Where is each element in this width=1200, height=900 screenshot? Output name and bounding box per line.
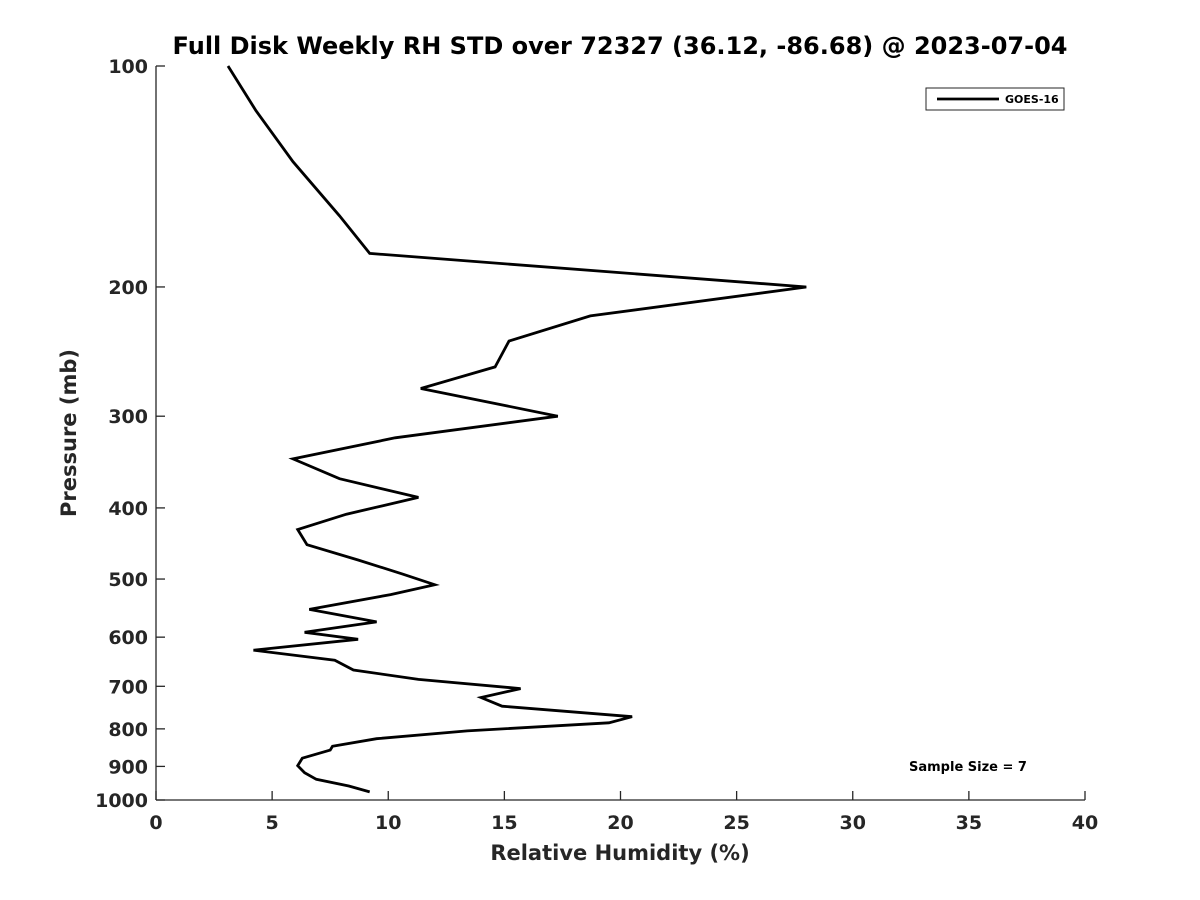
y-tick-label: 400 [108, 498, 148, 520]
y-tick-label: 500 [108, 569, 148, 591]
x-tick-label: 20 [607, 812, 633, 834]
y-tick-label: 800 [108, 719, 148, 741]
chart-title: Full Disk Weekly RH STD over 72327 (36.1… [173, 32, 1068, 60]
x-tick-label: 10 [375, 812, 401, 834]
y-tick-label: 900 [108, 756, 148, 778]
x-axis-ticks: 0 5 10 15 20 25 30 35 40 [149, 791, 1098, 834]
legend: GOES-16 [925, 87, 1065, 111]
series-line-goes16 [226, 65, 807, 794]
x-tick-label: 40 [1072, 812, 1098, 834]
x-tick-label: 35 [956, 812, 982, 834]
y-tick-label: 200 [108, 277, 148, 299]
y-tick-label: 300 [108, 406, 148, 428]
x-tick-label: 30 [840, 812, 866, 834]
x-tick-label: 25 [723, 812, 749, 834]
x-tick-label: 5 [266, 812, 279, 834]
y-tick-label: 600 [108, 627, 148, 649]
y-tick-label: 700 [108, 676, 148, 698]
x-axis-label: Relative Humidity (%) [490, 841, 749, 865]
y-axis-ticks: 100 200 300 400 500 600 700 800 900 1000 [95, 56, 165, 812]
y-tick-label: 1000 [95, 790, 148, 812]
plot-area-background [156, 66, 1085, 800]
x-tick-label: 15 [491, 812, 517, 834]
y-tick-label: 100 [108, 56, 148, 78]
y-axis-label: Pressure (mb) [57, 349, 81, 517]
legend-label-goes16: GOES-16 [1005, 93, 1059, 106]
x-tick-label: 0 [149, 812, 162, 834]
sample-size-annotation: Sample Size = 7 [909, 760, 1027, 775]
